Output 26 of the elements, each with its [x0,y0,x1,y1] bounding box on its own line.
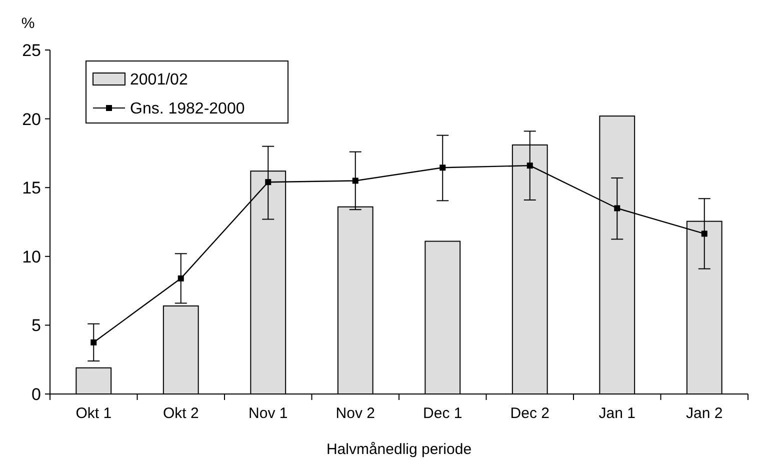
y-tick-label: 25 [22,40,41,60]
y-tick-label: 15 [22,178,41,198]
legend-label: 2001/02 [130,72,188,89]
point [701,230,708,237]
point [265,179,272,186]
x-tick-label: Okt 1 [76,405,112,422]
x-tick-label: Jan 2 [686,405,723,422]
y-tick-label: 20 [22,110,41,129]
y-tick-label: 0 [32,384,41,404]
y-tick-label: 10 [22,247,41,266]
legend-label: Gns. 1982-2000 [130,100,245,118]
x-axis-title: Halvmånedlig periode [326,441,472,458]
x-tick-label: Nov 1 [248,405,288,422]
x-tick-label: Dec 2 [510,405,550,422]
point [440,164,446,171]
point [526,162,533,169]
x-tick-label: Jan 1 [598,405,636,422]
x-tick-label: Okt 2 [162,405,199,422]
y-tick-label: 5 [32,316,41,336]
point [90,339,97,346]
point [178,275,184,282]
x-tick-label: Dec 1 [423,405,462,422]
x-tick-label: Nov 2 [336,405,375,422]
point [614,205,620,212]
y-axis-title: % [21,15,35,32]
point [352,178,358,184]
